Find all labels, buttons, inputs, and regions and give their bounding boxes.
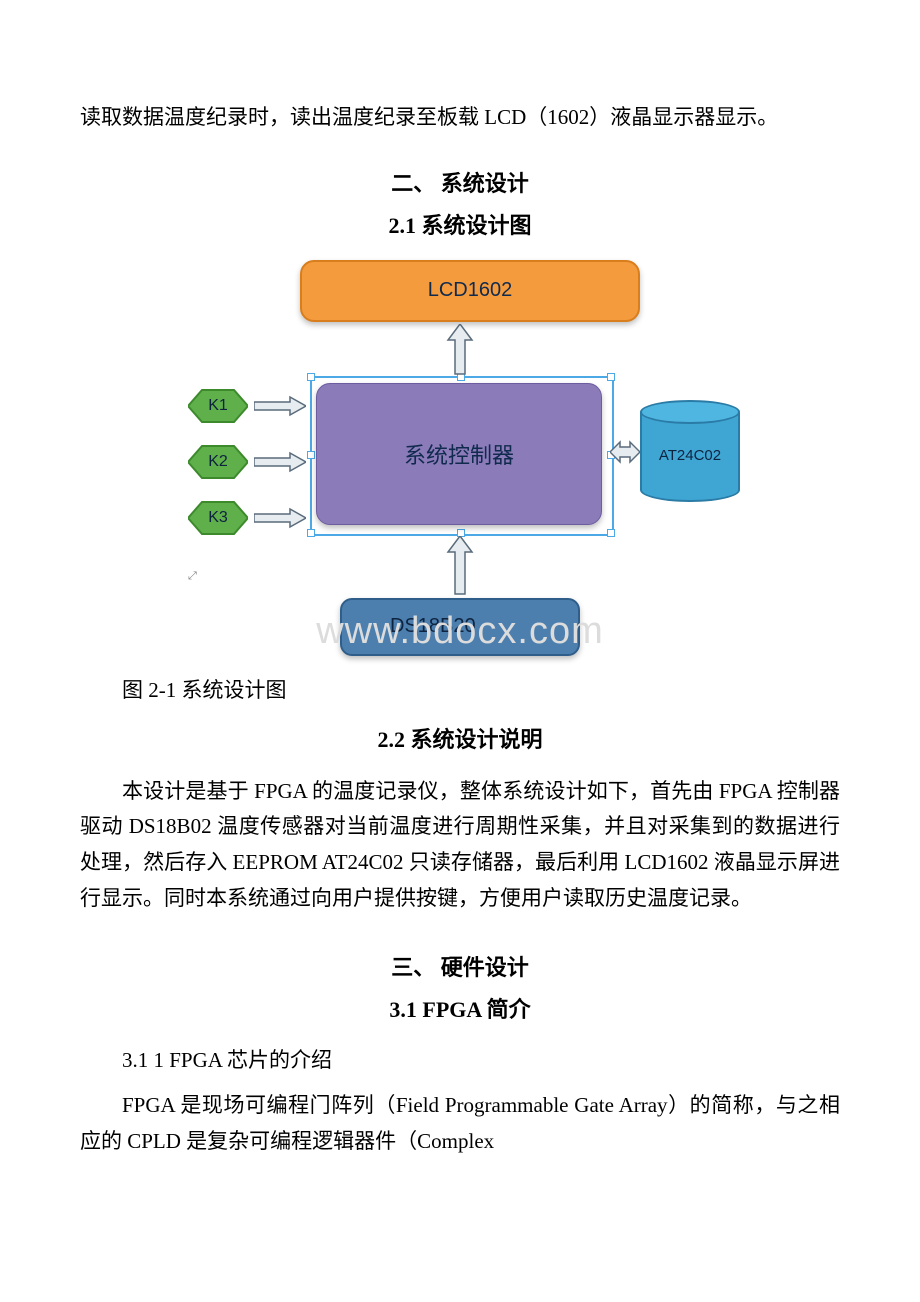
node-k2: K2 <box>188 444 248 480</box>
node-at24c02: AT24C02 <box>640 400 740 500</box>
node-k3: K3 <box>188 500 248 536</box>
arrow-up-icon <box>446 324 474 376</box>
node-controller: 系统控制器 <box>316 383 602 525</box>
section-3-1-title: 3.1 FPGA 简介 <box>80 992 840 1024</box>
arrow-up-icon <box>446 536 474 596</box>
document-page: 读取数据温度纪录时，读出温度纪录至板载 LCD（1602）液晶显示器显示。 二、… <box>0 0 920 1220</box>
arrow-right-icon <box>254 451 306 473</box>
node-k1-label: K1 <box>208 397 228 415</box>
node-lcd1602-label: LCD1602 <box>428 279 513 302</box>
selection-dot <box>307 529 315 537</box>
arrow-right-icon <box>254 507 306 529</box>
section-2-2-title: 2.2 系统设计说明 <box>80 722 840 754</box>
selection-dot <box>307 451 315 459</box>
section-2-2-paragraph: 本设计是基于 FPGA 的温度记录仪，整体系统设计如下，首先由 FPGA 控制器… <box>80 774 840 917</box>
arrow-right-icon <box>254 395 306 417</box>
selection-dot <box>607 529 615 537</box>
section-2-1-title: 2.1 系统设计图 <box>80 208 840 240</box>
node-at24c02-label: AT24C02 <box>640 400 740 506</box>
node-k1: K1 <box>188 388 248 424</box>
node-ds18b20: DS18B20 <box>340 598 580 656</box>
selection-dot <box>307 373 315 381</box>
system-diagram: LCD1602 系统控制器 AT24C02 DS18B20 <box>180 260 740 660</box>
section-2-title: 二、 系统设计 <box>80 166 840 198</box>
figure-caption: 图 2-1 系统设计图 <box>80 674 840 704</box>
section-3-title: 三、 硬件设计 <box>80 950 840 982</box>
selection-dot <box>607 373 615 381</box>
arrow-bidirectional-icon <box>610 438 640 466</box>
section-3-paragraph: FPGA 是现场可编程门阵列（Field Programmable Gate A… <box>80 1088 840 1159</box>
node-controller-label: 系统控制器 <box>404 438 514 470</box>
section-3-1-1-title: 3.1 1 FPGA 芯片的介绍 <box>80 1044 840 1074</box>
node-lcd1602: LCD1602 <box>300 260 640 322</box>
node-ds18b20-label: DS18B20 <box>390 615 476 638</box>
node-k3-label: K3 <box>208 509 228 527</box>
node-k2-label: K2 <box>208 453 228 471</box>
anchor-glyph: ⤢ <box>188 570 197 583</box>
intro-paragraph: 读取数据温度纪录时，读出温度纪录至板载 LCD（1602）液晶显示器显示。 <box>80 100 840 136</box>
